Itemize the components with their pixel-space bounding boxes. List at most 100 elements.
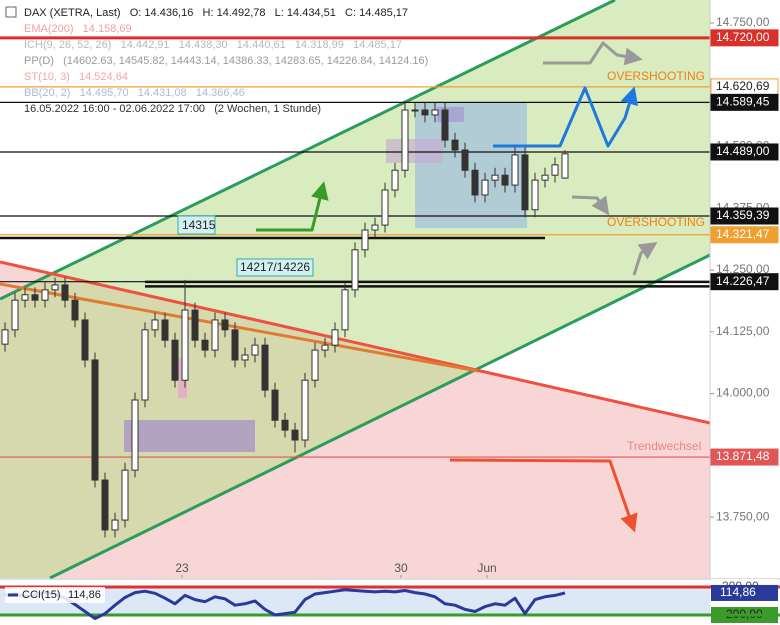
price-label-box: [710, 29, 779, 47]
candle-body: [311, 349, 319, 381]
header-line: BB(20, 2) 14.495,70 14.431,08 14.366,46: [24, 87, 245, 99]
cci-line: [4, 588, 566, 620]
candle-body: [351, 249, 359, 291]
candle-body: [1, 329, 9, 345]
candle-body: [151, 319, 159, 331]
zone-label: 14217/14226: [240, 260, 310, 274]
price-label-box: [710, 448, 779, 466]
candle-body: [241, 354, 249, 361]
cci-value: 114,86: [68, 589, 101, 601]
box: [415, 103, 527, 228]
candle-body: [211, 319, 219, 351]
y-tick-label: 14.750,00: [716, 15, 770, 29]
price-label-box: [710, 226, 779, 244]
arrow: [571, 195, 610, 216]
candle-body: [381, 189, 389, 226]
candle-body: [561, 153, 569, 179]
arrow: [256, 181, 329, 232]
candle-body: [271, 389, 279, 421]
candle-body: [461, 149, 469, 171]
candle-body: [361, 229, 369, 251]
candle-body: [551, 164, 559, 176]
box: [124, 420, 255, 452]
annotation: OVERSHOOTING: [607, 69, 705, 83]
price-label: 14.321,47: [716, 227, 770, 241]
price-labels: 14.720,00 14.620,69 14.589,45 14.489,00 14.3…: [710, 29, 779, 466]
candle-body: [121, 469, 129, 521]
candle-body: [51, 284, 59, 291]
candle-body: [301, 379, 309, 441]
candle-body: [511, 154, 519, 186]
cci-name: CCI(15): [22, 589, 61, 601]
header-line: EMA(200) 14.158,69: [24, 23, 132, 35]
candle-body: [31, 294, 39, 301]
candle-body: [321, 344, 329, 351]
trend-line: [0, 260, 711, 425]
candle-body: [11, 299, 19, 331]
box: [386, 139, 443, 163]
arrow: [493, 86, 638, 148]
candle-body: [421, 109, 429, 116]
candle-body: [431, 109, 439, 116]
price-label-box: [710, 93, 779, 111]
header: DAX (XETRA, Last) O: 14.436,16 H: 14.492…: [5, 6, 428, 115]
price-label-box: [710, 143, 779, 161]
candle-body: [281, 419, 289, 431]
y-tick-label: 13.750,00: [716, 509, 770, 523]
channel-line: [49, 253, 711, 580]
cci-legend-bg: [5, 587, 105, 603]
candle-body: [261, 344, 269, 391]
price-label: 14.720,00: [716, 30, 770, 44]
header-line: DAX (XETRA, Last) O: 14.436,16 H: 14.492…: [24, 7, 408, 19]
zone-label-box: [236, 258, 314, 277]
price-label: 14.226,47: [716, 274, 770, 288]
candle-body: [231, 329, 239, 361]
candle-body: [131, 399, 139, 471]
candle-body: [61, 284, 69, 301]
candle-body: [531, 179, 539, 211]
candle-body: [441, 109, 449, 141]
candle-body: [481, 179, 489, 196]
candle-body: [451, 139, 459, 151]
price-label: 14.489,00: [716, 144, 770, 158]
channel-line: [0, 0, 616, 301]
arrow: [449, 458, 638, 533]
header-line: ICH(9, 26, 52, 26) 14.442,91 14.438,30 1…: [24, 39, 402, 51]
candle-body: [471, 169, 479, 196]
header-line: PP(D) (14602.63, 14545.82, 14443.14, 143…: [24, 55, 428, 67]
candle-body: [141, 329, 149, 401]
candles: [1, 102, 569, 538]
candle-body: [221, 319, 229, 331]
candle-body: [81, 319, 89, 361]
candle-body: [191, 309, 199, 341]
candle-body: [331, 329, 339, 346]
arrow: [543, 41, 643, 66]
price-label: 14.589,45: [716, 95, 770, 109]
candle-body: [501, 174, 509, 186]
zone-label: 14315: [182, 218, 216, 232]
candle-body: [171, 339, 179, 381]
price-label-box: [710, 207, 779, 225]
candle-body: [491, 174, 499, 181]
candle-body: [411, 109, 419, 112]
cci-price-box: [711, 584, 778, 601]
cci-panel: 200,00-200,00114,86: [0, 578, 780, 623]
candle-body: [21, 294, 29, 301]
price-label: 14.359,39: [716, 208, 770, 222]
candle-body: [201, 339, 209, 351]
x-tick-label: 23: [175, 561, 189, 575]
candle-body: [401, 109, 409, 171]
header-line: 16.05.2022 16:00 - 02.06.2022 17:00 (2 W…: [24, 103, 321, 115]
levels: [0, 36, 710, 458]
candle-body: [371, 224, 379, 231]
candle-body: [291, 429, 299, 441]
candle-body: [41, 289, 49, 301]
candle-body: [111, 519, 119, 531]
y-tick-label: 14.125,00: [716, 324, 770, 338]
candle-body: [161, 319, 169, 341]
candle-body: [391, 169, 399, 191]
candle-body: [521, 154, 529, 211]
price-label-box: [710, 273, 779, 291]
price-label: 14.620,69: [716, 79, 770, 93]
